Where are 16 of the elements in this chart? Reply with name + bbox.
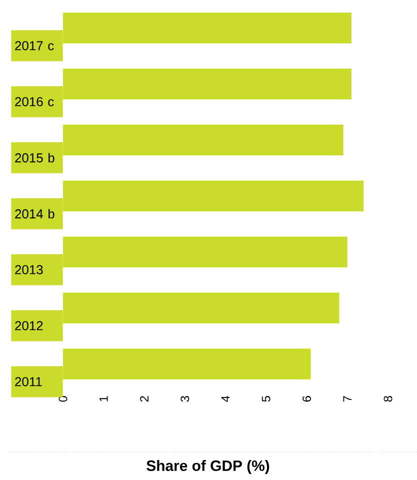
x-tick-label: 3: [180, 396, 190, 402]
y-tick-label: 2014 b: [15, 208, 54, 218]
x-tick-label: 7: [343, 396, 352, 402]
x-tick-label: 6: [302, 396, 311, 402]
y-tick-label: 2013: [15, 265, 43, 274]
y-tick-label: 2017 c: [15, 41, 54, 50]
x-tick-label: 2: [140, 396, 148, 402]
y-tick-label: 2015 b: [15, 152, 54, 162]
x-tick-label: 1: [100, 396, 108, 402]
y-tick-label: 2012: [15, 321, 43, 330]
x-tick-label: 8: [384, 396, 392, 402]
y-tick-label: 2011: [15, 377, 42, 386]
x-tick-label: 4: [221, 396, 230, 402]
x-axis-title: Share of GDP (%): [146, 460, 270, 474]
x-tick-label: 5: [262, 396, 270, 402]
y-tick-label: 2016 c: [15, 97, 54, 106]
